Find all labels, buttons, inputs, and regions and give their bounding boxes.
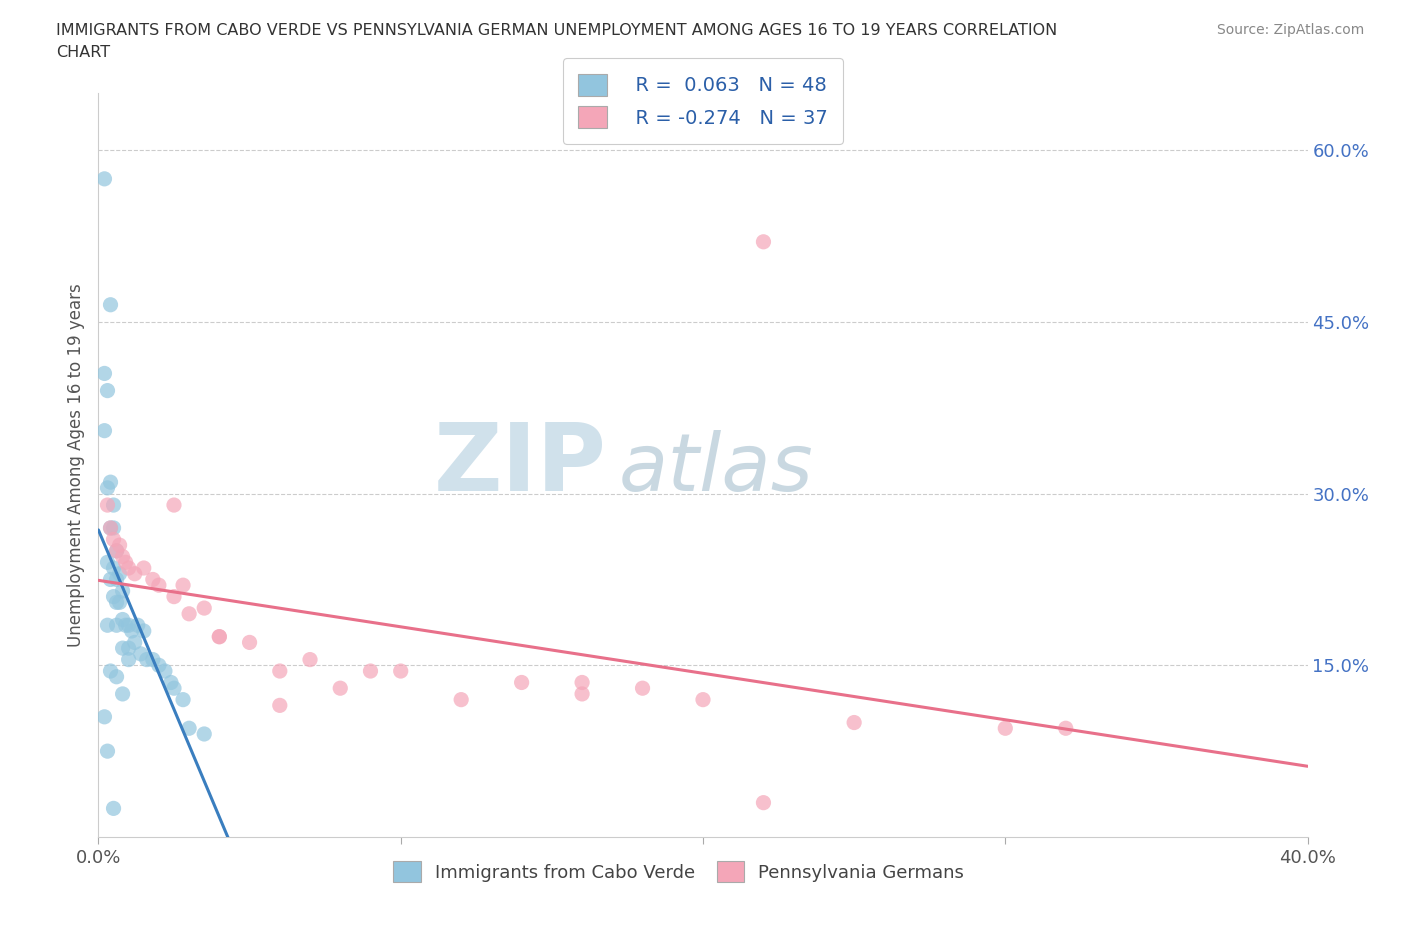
- Point: [118, 618, 141, 632]
- Point: [132, 623, 155, 638]
- Point: [124, 566, 146, 581]
- Point: [127, 618, 149, 632]
- Point: [100, 664, 122, 679]
- Point: [752, 234, 775, 249]
- Point: [163, 590, 186, 604]
- Point: [96, 618, 118, 632]
- Point: [108, 566, 131, 581]
- Point: [160, 675, 183, 690]
- Point: [103, 801, 125, 816]
- Text: ZIP: ZIP: [433, 419, 606, 511]
- Point: [179, 721, 201, 736]
- Point: [96, 555, 118, 570]
- Point: [100, 521, 122, 536]
- Point: [994, 721, 1017, 736]
- Point: [118, 561, 141, 576]
- Point: [103, 532, 125, 547]
- Point: [239, 635, 262, 650]
- Point: [103, 498, 125, 512]
- Text: atlas: atlas: [619, 430, 813, 508]
- Point: [269, 698, 291, 712]
- Legend: Immigrants from Cabo Verde, Pennsylvania Germans: Immigrants from Cabo Verde, Pennsylvania…: [384, 852, 973, 891]
- Point: [105, 543, 128, 558]
- Point: [631, 681, 654, 696]
- Point: [105, 595, 128, 610]
- Point: [153, 664, 176, 679]
- Point: [103, 561, 125, 576]
- Point: [105, 670, 128, 684]
- Point: [692, 692, 714, 707]
- Point: [163, 498, 186, 512]
- Point: [571, 675, 593, 690]
- Point: [172, 692, 194, 707]
- Point: [100, 572, 122, 587]
- Point: [193, 601, 215, 616]
- Point: [179, 606, 201, 621]
- Point: [752, 795, 775, 810]
- Point: [93, 366, 115, 381]
- Text: CHART: CHART: [56, 45, 110, 60]
- Point: [96, 498, 118, 512]
- Point: [111, 641, 134, 656]
- Point: [208, 630, 231, 644]
- Point: [105, 618, 128, 632]
- Point: [124, 635, 146, 650]
- Point: [111, 612, 134, 627]
- Point: [111, 549, 134, 564]
- Point: [129, 646, 152, 661]
- Point: [108, 595, 131, 610]
- Point: [299, 652, 322, 667]
- Point: [93, 423, 115, 438]
- Point: [121, 623, 143, 638]
- Point: [450, 692, 472, 707]
- Point: [844, 715, 866, 730]
- Point: [172, 578, 194, 592]
- Point: [148, 658, 170, 672]
- Point: [132, 561, 155, 576]
- Point: [111, 686, 134, 701]
- Point: [105, 572, 128, 587]
- Point: [114, 555, 136, 570]
- Point: [103, 590, 125, 604]
- Point: [118, 652, 141, 667]
- Point: [93, 171, 115, 186]
- Point: [118, 641, 141, 656]
- Y-axis label: Unemployment Among Ages 16 to 19 years: Unemployment Among Ages 16 to 19 years: [66, 283, 84, 647]
- Point: [135, 652, 157, 667]
- Point: [96, 383, 118, 398]
- Point: [329, 681, 352, 696]
- Point: [510, 675, 533, 690]
- Point: [100, 521, 122, 536]
- Point: [96, 481, 118, 496]
- Point: [208, 630, 231, 644]
- Point: [571, 686, 593, 701]
- Point: [108, 538, 131, 552]
- Text: IMMIGRANTS FROM CABO VERDE VS PENNSYLVANIA GERMAN UNEMPLOYMENT AMONG AGES 16 TO : IMMIGRANTS FROM CABO VERDE VS PENNSYLVAN…: [56, 23, 1057, 38]
- Point: [105, 543, 128, 558]
- Point: [100, 298, 122, 312]
- Point: [103, 521, 125, 536]
- Point: [114, 618, 136, 632]
- Point: [163, 681, 186, 696]
- Point: [142, 652, 165, 667]
- Point: [93, 710, 115, 724]
- Point: [389, 664, 412, 679]
- Point: [193, 726, 215, 741]
- Point: [269, 664, 291, 679]
- Text: Source: ZipAtlas.com: Source: ZipAtlas.com: [1216, 23, 1364, 37]
- Point: [111, 583, 134, 598]
- Point: [360, 664, 382, 679]
- Point: [142, 572, 165, 587]
- Point: [100, 474, 122, 489]
- Point: [148, 578, 170, 592]
- Point: [1054, 721, 1077, 736]
- Point: [96, 744, 118, 759]
